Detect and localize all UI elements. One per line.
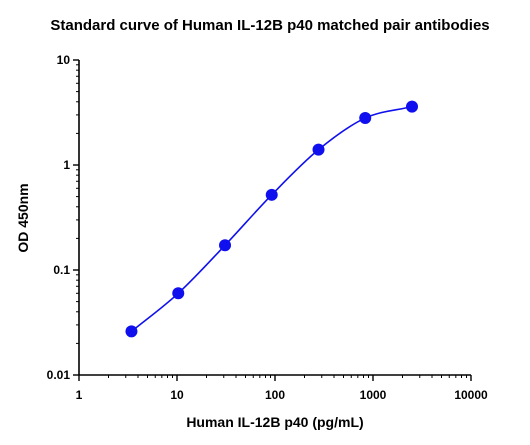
x-tick-label: 10 [170, 388, 184, 402]
y-tick-label: 0.1 [53, 263, 70, 277]
fit-curve [130, 105, 413, 333]
points-group [125, 100, 418, 338]
y-tick-label: 0.01 [47, 368, 71, 382]
x-tick-label: 1000 [360, 388, 387, 402]
data-point [359, 112, 372, 125]
x-tick-label: 10000 [454, 388, 488, 402]
y-axis-label: OD 450nm [15, 183, 31, 252]
y-tick-label: 1 [63, 158, 70, 172]
data-point [312, 143, 325, 156]
data-point [265, 188, 278, 201]
data-point [219, 239, 232, 252]
axes: 1 10 100 1000 10000 0.01 0.1 1 10 [47, 53, 488, 402]
y-tick-label: 10 [57, 53, 71, 67]
data-point [125, 325, 138, 338]
data-point [405, 100, 418, 113]
chart-title: Standard curve of Human IL-12B p40 match… [50, 17, 489, 34]
fit-curve-group [130, 105, 413, 333]
x-tick-label: 100 [265, 388, 285, 402]
x-axis-label: Human IL-12B p40 (pg/mL) [186, 414, 363, 430]
data-point [172, 287, 185, 300]
x-tick-label: 1 [76, 388, 83, 402]
